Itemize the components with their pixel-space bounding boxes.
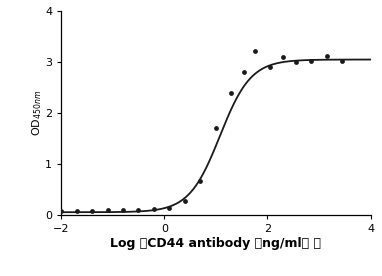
Point [167, 205, 173, 210]
Point [74, 208, 80, 213]
X-axis label: Log （CD44 antibody （ng/ml） ）: Log （CD44 antibody （ng/ml） ） [110, 237, 321, 250]
Point [104, 208, 111, 213]
Point [251, 49, 257, 53]
Y-axis label: OD$_{450nm}$: OD$_{450nm}$ [30, 90, 44, 136]
Point [151, 206, 157, 211]
Point [228, 91, 235, 95]
Point [267, 65, 273, 70]
Point [182, 199, 188, 204]
Point [241, 70, 247, 75]
Point [280, 55, 286, 59]
Point [89, 208, 95, 213]
Point [293, 60, 299, 64]
Point [213, 126, 219, 131]
Point [135, 208, 141, 212]
Point [339, 59, 345, 63]
Point [58, 209, 64, 213]
Point [324, 54, 330, 58]
Point [197, 178, 203, 183]
Point [120, 208, 126, 213]
Point [308, 58, 314, 63]
